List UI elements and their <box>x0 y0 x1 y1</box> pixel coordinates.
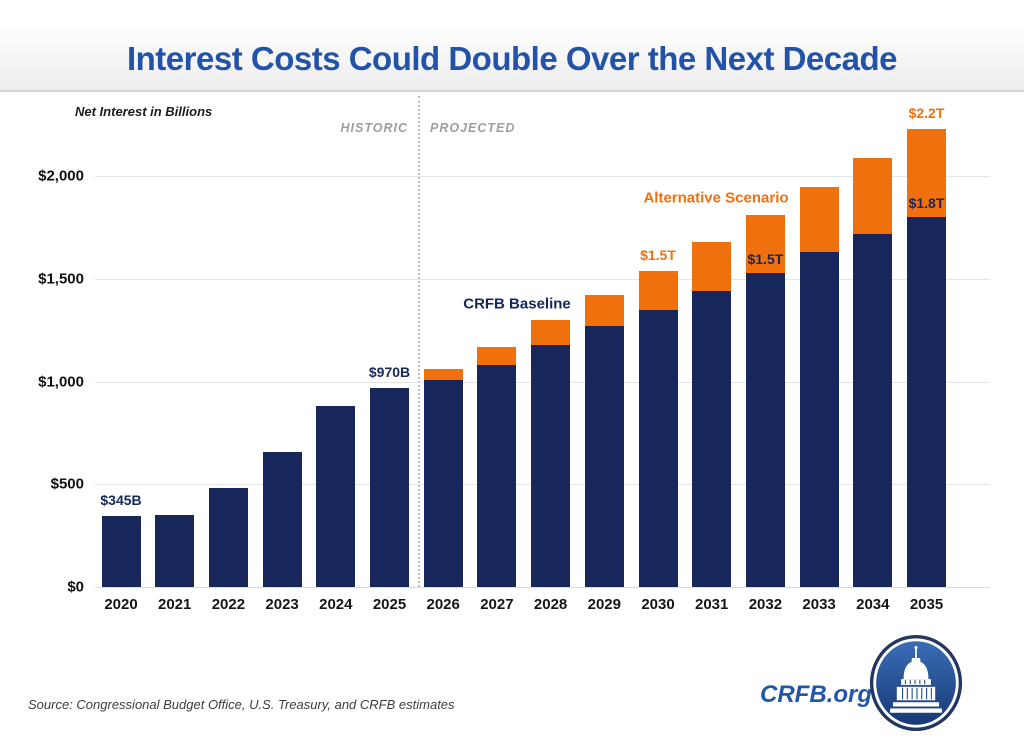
bar-2028-alternative <box>531 320 571 345</box>
x-tick-label-2031: 2031 <box>695 596 729 613</box>
bar-value-annotation-2020: $345B <box>100 492 142 509</box>
bar-value-annotation-2032: $1.5T <box>747 250 784 267</box>
gridline-$2,000 <box>95 176 990 178</box>
bar-2031-alternative <box>692 242 732 292</box>
x-tick-label-2034: 2034 <box>856 596 890 613</box>
x-tick-label-2026: 2026 <box>426 596 460 613</box>
x-tick-label-2028: 2028 <box>533 596 568 613</box>
gridline-$0 <box>95 587 990 588</box>
x-tick-label-2021: 2021 <box>158 596 192 613</box>
bar-2028-baseline <box>531 344 571 587</box>
bar-2035-baseline <box>907 217 946 587</box>
y-tick-label: $500 <box>50 475 84 493</box>
capitol-dome-icon <box>890 645 942 713</box>
bar-2023-baseline <box>262 451 302 587</box>
bar-2034-baseline <box>853 233 893 587</box>
historic-projected-divider <box>418 96 420 587</box>
x-tick-label-2025: 2025 <box>372 596 407 613</box>
x-tick-label-2020: 2020 <box>104 596 138 613</box>
bar-2029-baseline <box>584 326 624 587</box>
bar-2033-baseline <box>799 252 839 587</box>
x-tick-label-2022: 2022 <box>211 596 246 613</box>
x-tick-label-2032: 2032 <box>748 596 783 613</box>
bar-2029-alternative <box>584 295 624 327</box>
historic-label: HISTORIC <box>340 121 408 135</box>
bar-2033-alternative <box>799 186 839 253</box>
bar-value-annotation-2035: $2.2T <box>908 105 945 122</box>
x-tick-label-2035: 2035 <box>909 596 944 613</box>
x-tick-label-2027: 2027 <box>480 596 514 613</box>
y-tick-label: $1,000 <box>38 373 84 391</box>
projected-label: PROJECTED <box>430 121 516 135</box>
source-note: Source: Congressional Budget Office, U.S… <box>28 697 455 712</box>
bar-value-annotation-2030: $1.5T <box>640 246 676 263</box>
bar-2022-baseline <box>208 488 248 587</box>
bar-2031-baseline <box>692 291 732 587</box>
series-label-alternative: Alternative Scenario <box>643 189 789 207</box>
x-tick-label-2023: 2023 <box>265 596 299 613</box>
page-title: Interest Costs Could Double Over the Nex… <box>126 39 898 77</box>
x-tick-label-2030: 2030 <box>641 596 675 613</box>
bar-2024-baseline <box>316 406 356 587</box>
bar-2027-baseline <box>477 365 517 587</box>
title-band: Interest Costs Could Double Over the Nex… <box>0 27 1024 92</box>
x-tick-label-2029: 2029 <box>587 596 621 613</box>
bar-2027-alternative <box>477 346 517 366</box>
bar-2030-alternative <box>638 270 678 310</box>
y-tick-label: $1,500 <box>38 270 84 288</box>
x-tick-label-2024: 2024 <box>319 596 353 613</box>
series-label-baseline: CRFB Baseline <box>463 295 571 313</box>
bar-2035-alternative <box>907 129 946 218</box>
bar-2030-baseline <box>638 309 678 587</box>
bar-value-annotation-2025: $970B <box>368 363 411 380</box>
bar-value-annotation-2035: $1.8T <box>908 195 945 212</box>
bar-2026-baseline <box>423 379 463 587</box>
bar-2032-baseline <box>745 272 785 587</box>
capitol-columns <box>901 680 932 700</box>
bar-2026-alternative <box>423 369 463 380</box>
y-tick-label: $2,000 <box>38 167 84 185</box>
bar-2034-alternative <box>853 157 893 234</box>
y-tick-label: $0 <box>67 578 84 596</box>
bar-2032-alternative <box>745 215 785 273</box>
x-tick-label-2033: 2033 <box>802 596 836 613</box>
crfb-logo <box>869 635 963 731</box>
bar-2020-baseline <box>101 516 141 587</box>
gridline-$1,500 <box>95 279 990 281</box>
bar-2021-baseline <box>155 515 195 587</box>
brand-text: CRFB.org <box>760 681 872 708</box>
units-note: Net Interest in Billions <box>75 104 213 119</box>
bar-2025-baseline <box>370 387 409 587</box>
